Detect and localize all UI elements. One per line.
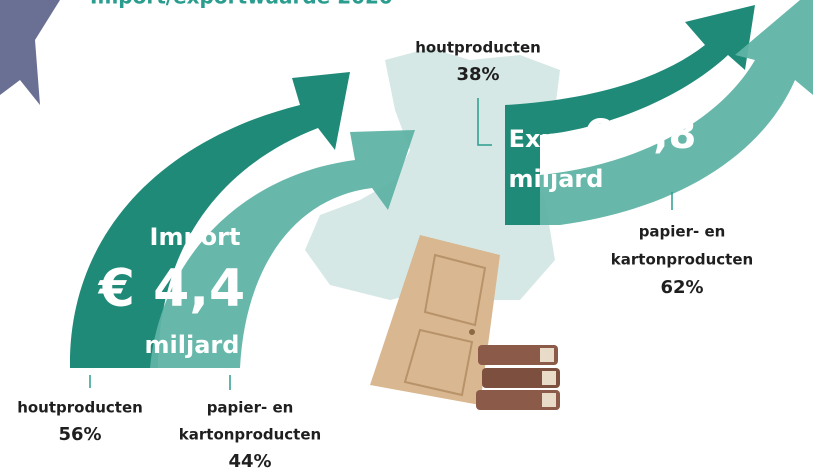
- part-name: houtproducten: [17, 399, 143, 417]
- part-share: 38%: [456, 64, 499, 85]
- import-arrow-dark: [69, 72, 351, 368]
- map: [305, 48, 560, 300]
- import-label: Import: [150, 223, 241, 251]
- part-share: 44%: [228, 451, 271, 472]
- part-share: 62%: [660, 277, 703, 298]
- title: Import/exportwaarde 2020: [90, 0, 393, 9]
- export-label: Export: [509, 125, 598, 153]
- side-arrow: [0, 0, 60, 105]
- books: [476, 345, 560, 410]
- import-amount: € 4,4: [98, 259, 245, 319]
- part-name: houtproducten: [415, 39, 541, 57]
- export-amount: € 3,8: [583, 112, 697, 158]
- part-name: papier- en: [639, 223, 726, 241]
- part-share: 56%: [58, 424, 101, 445]
- export-arrow-light: [540, 0, 813, 225]
- part-name: kartonproducten: [179, 426, 321, 444]
- export-arrow-dark: [505, 5, 755, 225]
- part-name: papier- en: [207, 399, 294, 417]
- import-unit: miljard: [145, 331, 240, 359]
- door: [370, 235, 500, 405]
- import-arrow-light: [150, 130, 415, 368]
- export-unit: miljard: [509, 165, 604, 193]
- leader-line: [477, 98, 492, 146]
- part-name: kartonproducten: [611, 251, 753, 269]
